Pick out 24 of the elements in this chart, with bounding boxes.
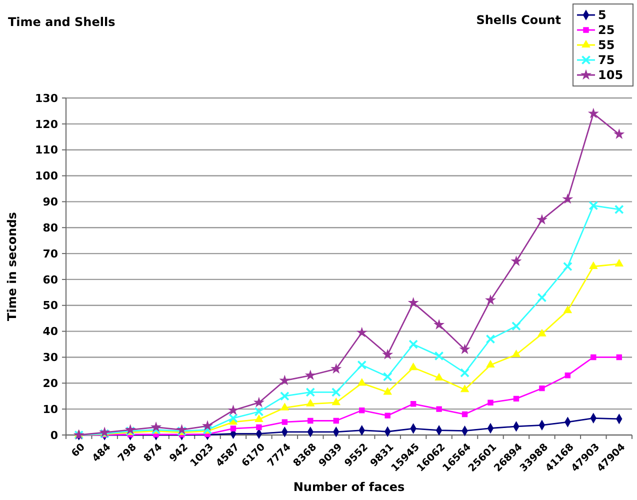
- legend-label: 105: [598, 68, 624, 82]
- y-tick-label: 30: [42, 351, 58, 364]
- y-tick-label: 0: [50, 428, 58, 442]
- y-axis-title: Time in seconds: [5, 212, 19, 321]
- x-tick-label: 60: [70, 442, 88, 460]
- y-tick-label: 80: [42, 221, 58, 234]
- legend-label: 55: [598, 38, 615, 52]
- y-tick-label: 70: [42, 247, 58, 260]
- legend-label: 75: [598, 53, 615, 68]
- y-tick-label: 120: [35, 118, 58, 131]
- y-tick-label: 10: [42, 402, 58, 416]
- legend-label: 25: [598, 23, 615, 38]
- legend-label: 5: [598, 8, 606, 22]
- y-tick-label: 40: [42, 325, 58, 338]
- y-tick-label: 20: [42, 377, 58, 390]
- chart-title: Time and Shells: [8, 15, 116, 29]
- y-tick-label: 60: [42, 273, 58, 286]
- y-tick-label: 50: [42, 299, 58, 312]
- x-axis-title: Number of faces: [293, 480, 405, 494]
- y-tick-label: 130: [35, 92, 58, 105]
- y-tick-label: 110: [35, 144, 58, 157]
- y-tick-label: 100: [35, 170, 58, 183]
- y-tick-label: 90: [42, 196, 58, 209]
- legend-title: Shells Count: [476, 13, 562, 27]
